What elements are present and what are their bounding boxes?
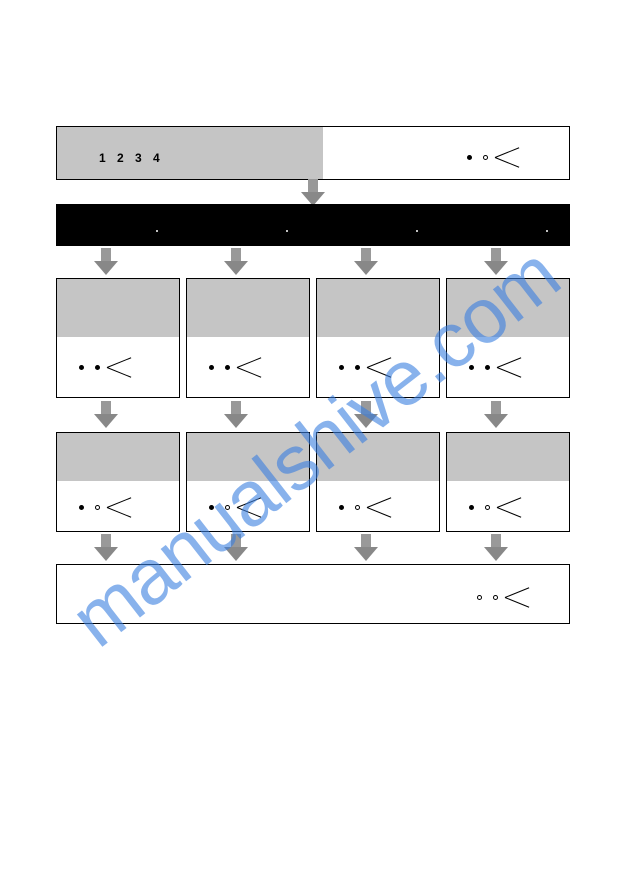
dot-left bbox=[339, 505, 344, 510]
whisker-up bbox=[237, 497, 261, 508]
header-bar: 1 2 3 4 bbox=[56, 126, 570, 180]
whisker-dn bbox=[367, 367, 391, 378]
arrow-col2-b bbox=[224, 401, 248, 429]
arrow-col1-b bbox=[94, 401, 118, 429]
dot-left bbox=[469, 365, 474, 370]
whisker-up bbox=[367, 357, 391, 368]
dot-right bbox=[485, 365, 490, 370]
black-dot-3 bbox=[416, 230, 418, 232]
dot-left bbox=[209, 505, 214, 510]
row1-panel-3 bbox=[316, 278, 440, 398]
row2-panel-2 bbox=[186, 432, 310, 532]
black-dot-2 bbox=[286, 230, 288, 232]
whisker-dn bbox=[495, 157, 519, 168]
dot-left bbox=[469, 505, 474, 510]
arrow-col4-b bbox=[484, 401, 508, 429]
whisker-up bbox=[497, 497, 521, 508]
dot-right bbox=[483, 155, 488, 160]
dot-left bbox=[477, 595, 482, 600]
dot-right bbox=[493, 595, 498, 600]
dot-left bbox=[339, 365, 344, 370]
header-gray-half bbox=[57, 127, 323, 179]
whisker-dn bbox=[367, 507, 391, 518]
whisker-up bbox=[495, 147, 519, 158]
dot-right bbox=[225, 365, 230, 370]
row2-panel-3 bbox=[316, 432, 440, 532]
dot-left bbox=[79, 505, 84, 510]
whisker-dn bbox=[505, 597, 529, 608]
black-dot-4 bbox=[546, 230, 548, 232]
arrow-col4-a bbox=[484, 248, 508, 276]
black-bar bbox=[56, 204, 570, 246]
dot-right bbox=[355, 505, 360, 510]
whisker-up bbox=[107, 497, 131, 508]
whisker-dn bbox=[237, 507, 261, 518]
whisker-up bbox=[367, 497, 391, 508]
whisker-dn bbox=[107, 367, 131, 378]
arrow-col1-c bbox=[94, 534, 118, 562]
header-numbers: 1 2 3 4 bbox=[99, 151, 164, 165]
whisker-dn bbox=[497, 507, 521, 518]
row2-panel-4 bbox=[446, 432, 570, 532]
arrow-col1-a bbox=[94, 248, 118, 276]
dot-right bbox=[355, 365, 360, 370]
black-dot-1 bbox=[156, 230, 158, 232]
whisker-dn bbox=[497, 367, 521, 378]
dot-right bbox=[95, 365, 100, 370]
arrow-col2-c bbox=[224, 534, 248, 562]
page-root: manualshive.com 1 2 3 4 bbox=[0, 0, 629, 893]
dot-left bbox=[467, 155, 472, 160]
arrow-col4-c bbox=[484, 534, 508, 562]
dot-right bbox=[95, 505, 100, 510]
row1-panel-4 bbox=[446, 278, 570, 398]
arrow-header-to-black bbox=[301, 179, 325, 207]
row1-panel-1 bbox=[56, 278, 180, 398]
footer-bar bbox=[56, 564, 570, 624]
whisker-dn bbox=[107, 507, 131, 518]
whisker-up bbox=[107, 357, 131, 368]
arrow-col3-b bbox=[354, 401, 378, 429]
whisker-dn bbox=[237, 367, 261, 378]
arrow-col2-a bbox=[224, 248, 248, 276]
whisker-up bbox=[497, 357, 521, 368]
dot-right bbox=[485, 505, 490, 510]
row2-panel-1 bbox=[56, 432, 180, 532]
dot-right bbox=[225, 505, 230, 510]
arrow-col3-c bbox=[354, 534, 378, 562]
dot-left bbox=[79, 365, 84, 370]
row1-panel-2 bbox=[186, 278, 310, 398]
arrow-col3-a bbox=[354, 248, 378, 276]
whisker-up bbox=[237, 357, 261, 368]
dot-left bbox=[209, 365, 214, 370]
whisker-up bbox=[505, 587, 529, 598]
